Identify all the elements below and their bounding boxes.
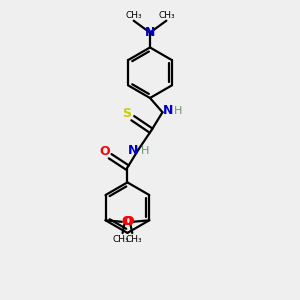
Text: N: N (145, 26, 155, 39)
Text: H: H (140, 146, 149, 156)
Text: CH₃: CH₃ (125, 235, 142, 244)
Text: CH₃: CH₃ (113, 235, 129, 244)
Text: CH₃: CH₃ (125, 11, 142, 20)
Text: O: O (100, 145, 110, 158)
Text: N: N (163, 104, 173, 117)
Text: N: N (128, 144, 139, 157)
Text: H: H (174, 106, 182, 116)
Text: CH₃: CH₃ (158, 11, 175, 20)
Text: O: O (123, 215, 134, 228)
Text: O: O (121, 215, 132, 228)
Text: S: S (122, 107, 131, 120)
